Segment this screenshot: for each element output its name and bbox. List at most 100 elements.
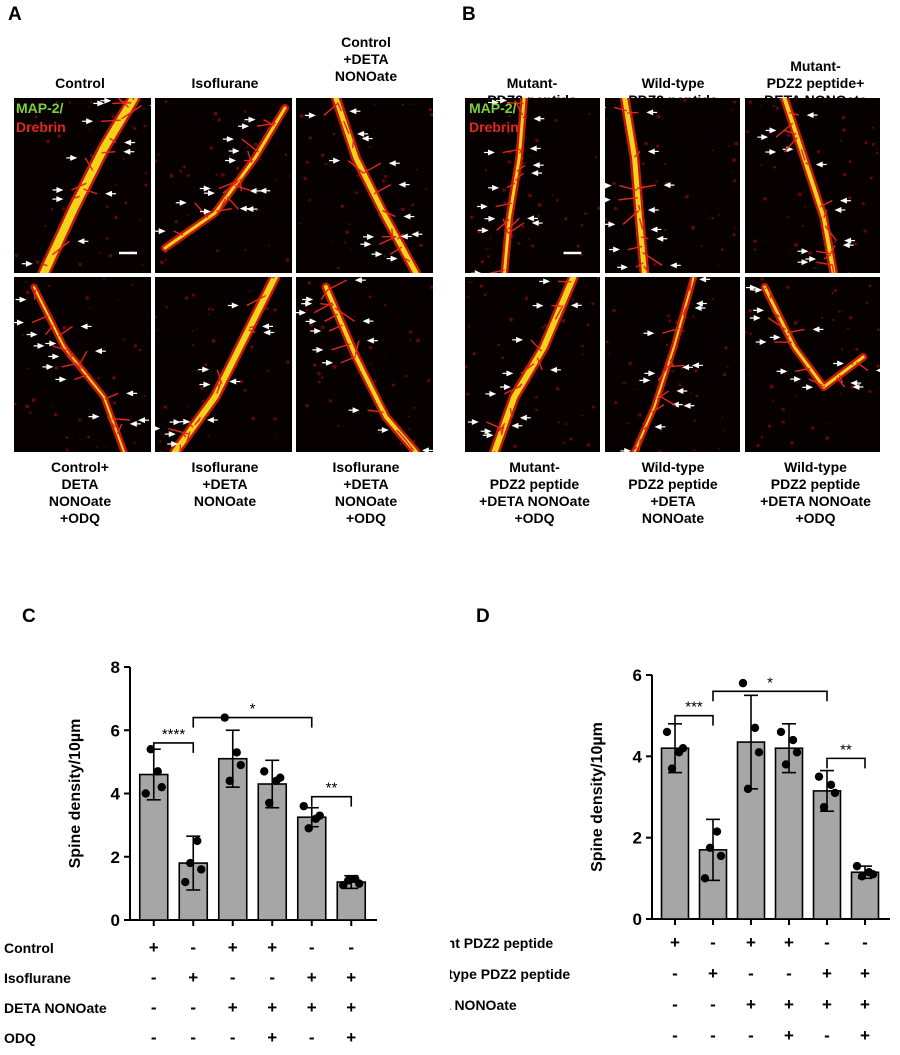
arrow-marker xyxy=(840,198,847,204)
arrow-marker xyxy=(326,360,333,366)
speckle xyxy=(831,291,833,293)
speckle xyxy=(180,170,183,173)
speckle xyxy=(54,413,58,417)
speckle xyxy=(89,307,90,308)
data-point xyxy=(233,748,241,756)
speckle xyxy=(749,373,751,375)
arrow-marker xyxy=(262,323,269,329)
arrow-marker xyxy=(242,123,249,129)
speckle xyxy=(192,294,195,297)
arrow-marker xyxy=(59,376,66,382)
speckle xyxy=(321,376,324,379)
stain-legend-b-green: MAP-2/ xyxy=(469,100,516,117)
speckle xyxy=(502,188,506,192)
speckle xyxy=(544,324,547,327)
speckle xyxy=(321,325,325,329)
speckle xyxy=(266,307,269,310)
speckle xyxy=(246,146,248,148)
spine xyxy=(327,280,346,290)
speckle xyxy=(829,423,830,424)
speckle xyxy=(782,420,785,423)
condition-sign: + xyxy=(746,933,756,952)
speckle xyxy=(275,179,277,181)
speckle xyxy=(537,215,539,217)
speckle xyxy=(773,105,775,107)
panel-letter-d: D xyxy=(476,606,490,628)
speckle xyxy=(876,148,878,150)
speckle xyxy=(374,104,375,105)
speckle xyxy=(210,146,213,149)
speckle xyxy=(213,112,217,116)
data-point xyxy=(701,874,709,882)
condition-sign: + xyxy=(228,998,238,1017)
speckle xyxy=(531,244,534,247)
arrow-marker xyxy=(802,248,809,254)
arrow-marker xyxy=(411,231,418,237)
speckle xyxy=(208,308,211,311)
data-point xyxy=(815,772,823,780)
speckle xyxy=(430,286,433,289)
speckle xyxy=(487,255,490,258)
y-tick-label: 4 xyxy=(111,785,121,804)
speckle xyxy=(306,161,309,164)
significance-label: **** xyxy=(162,726,186,743)
speckle xyxy=(426,188,428,190)
speckle xyxy=(188,406,189,407)
speckle xyxy=(165,259,167,261)
panel-letter-b: B xyxy=(462,4,476,26)
speckle xyxy=(144,125,147,128)
arrow-marker xyxy=(389,160,396,166)
speckle xyxy=(51,405,52,406)
condition-sign: + xyxy=(149,938,159,957)
speckle xyxy=(133,127,136,130)
condition-sign: + xyxy=(307,968,317,987)
condition-sign: + xyxy=(860,1026,870,1045)
arrow-marker xyxy=(104,98,111,104)
speckle xyxy=(133,441,135,443)
speckle xyxy=(754,248,756,250)
speckle xyxy=(25,281,27,283)
speckle xyxy=(760,277,763,280)
data-point xyxy=(186,859,194,867)
speckle xyxy=(843,173,846,177)
speckle xyxy=(584,212,587,215)
arrow-marker xyxy=(46,364,53,370)
arrow-marker xyxy=(613,247,620,253)
speckle xyxy=(286,258,290,262)
speckle xyxy=(144,395,146,397)
speckle xyxy=(732,158,736,162)
arrow-marker xyxy=(316,347,323,353)
y-axis-label: Spine density/10µm xyxy=(67,719,84,869)
speckle xyxy=(832,319,834,321)
arrow-marker xyxy=(155,426,160,432)
speckle xyxy=(159,338,160,339)
speckle xyxy=(113,401,117,405)
speckle xyxy=(143,108,145,110)
data-point xyxy=(344,876,352,884)
spine xyxy=(353,139,354,149)
speckle xyxy=(55,366,59,370)
speckle xyxy=(787,216,789,218)
arrow-marker xyxy=(676,388,683,394)
arrow-marker xyxy=(20,297,27,303)
arrow-marker xyxy=(353,407,360,413)
speckle xyxy=(732,233,735,236)
significance-bracket xyxy=(713,691,827,701)
speckle xyxy=(106,205,109,208)
arrow-marker xyxy=(472,419,479,425)
speckle xyxy=(556,199,559,202)
speckle xyxy=(655,180,657,183)
speckle xyxy=(727,366,729,368)
speckle xyxy=(66,448,69,451)
speckle xyxy=(753,240,756,243)
arrow-marker xyxy=(487,432,494,438)
speckle xyxy=(565,423,567,425)
micrograph-a-control-deta-odq xyxy=(14,277,151,452)
speckle xyxy=(840,140,842,142)
arrow-marker xyxy=(367,338,374,344)
speckle xyxy=(47,285,49,287)
speckle xyxy=(202,400,205,403)
condition-sign: + xyxy=(784,933,794,952)
speckle xyxy=(392,384,395,387)
speckle xyxy=(530,155,531,156)
